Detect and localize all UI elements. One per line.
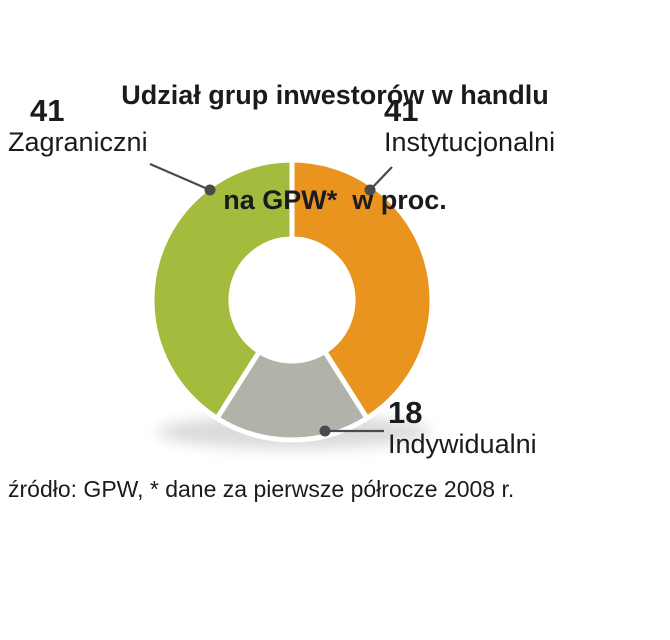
callout-indywidualni-value: 18 bbox=[388, 395, 423, 430]
leader-dot-indywidualni bbox=[319, 425, 331, 437]
chart-title-line2: na GPW* w proc. bbox=[223, 185, 447, 216]
leader-line-zagraniczni bbox=[149, 162, 211, 192]
callout-indywidualni-label: Indywidualni bbox=[388, 429, 537, 460]
donut-segment-zagraniczni bbox=[149, 157, 295, 421]
leader-lines bbox=[149, 162, 393, 437]
leader-dot-zagraniczni bbox=[204, 184, 216, 196]
chart-title: Udział grup inwestorów w handlu na GPW* … bbox=[0, 8, 670, 289]
callout-instytucjonalni-value: 41 bbox=[384, 93, 419, 128]
donut-segments bbox=[149, 157, 435, 443]
callout-zagraniczni-label: Zagraniczni bbox=[8, 127, 148, 158]
callout-instytucjonalni: 41 Instytucjonalni bbox=[384, 93, 556, 158]
callout-instytucjonalni-label: Instytucjonalni bbox=[384, 127, 556, 158]
callout-zagraniczni-value: 41 bbox=[30, 93, 65, 128]
chart-title-line1: Udział grup inwestorów w handlu bbox=[121, 80, 549, 111]
source-note: źródło: GPW, * dane za pierwsze półrocze… bbox=[8, 476, 515, 502]
callout-zagraniczni: 41 Zagraniczni bbox=[8, 93, 148, 158]
leader-dot-instytucjonalni bbox=[364, 184, 376, 196]
callout-indywidualni: 18 Indywidualni bbox=[388, 395, 537, 460]
